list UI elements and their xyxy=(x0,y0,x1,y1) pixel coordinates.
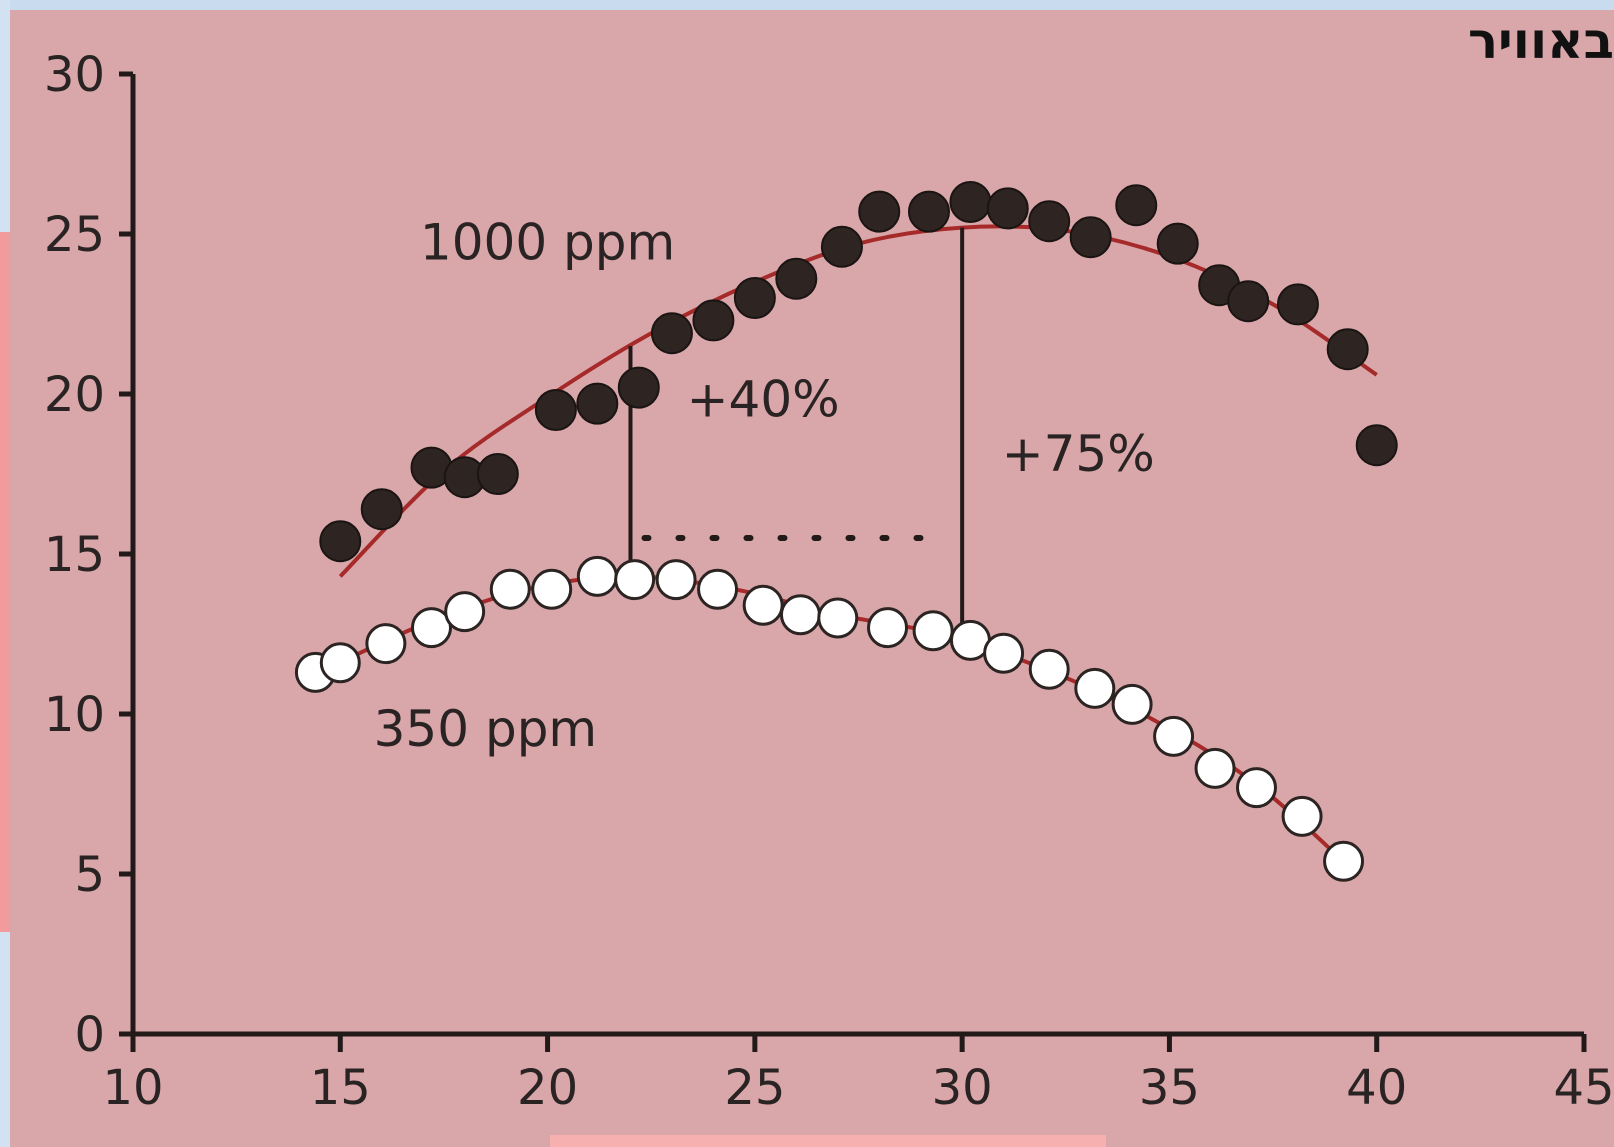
data-point-350ppm xyxy=(614,559,656,601)
data-point-1000ppm xyxy=(476,453,519,495)
data-point-1000ppm xyxy=(949,181,992,223)
data-point-350ppm xyxy=(410,607,452,649)
y-tick-label: 20 xyxy=(44,367,105,423)
corner-title: באוויר xyxy=(1467,12,1614,70)
data-point-350ppm xyxy=(1028,648,1070,690)
x-tick-label: 15 xyxy=(310,1060,371,1116)
tick-labels: 0 5 10 15 20 25 30 10 15 20 25 30 35 40 45 xyxy=(44,47,1614,1116)
x-tick-label: 10 xyxy=(102,1060,163,1116)
data-point-1000ppm xyxy=(1069,216,1112,259)
data-point-350ppm xyxy=(1323,840,1365,882)
data-point-1000ppm xyxy=(692,299,735,342)
data-point-350ppm xyxy=(867,607,909,649)
data-point-1000ppm xyxy=(986,187,1029,230)
data-point-1000ppm xyxy=(534,389,577,431)
x-tick-label: 30 xyxy=(932,1060,993,1116)
data-point-1000ppm xyxy=(820,225,863,268)
data-point-350ppm xyxy=(1111,683,1153,725)
y-tick-label: 0 xyxy=(74,1007,105,1063)
data-point-350ppm xyxy=(1074,667,1116,709)
chart-panel xyxy=(10,10,1614,1147)
data-point-350ppm xyxy=(489,568,531,610)
data-point-1000ppm xyxy=(907,190,950,233)
data-point-350ppm xyxy=(1153,715,1195,757)
data-point-350ppm xyxy=(697,568,739,610)
data-point-350ppm xyxy=(742,584,784,626)
y-tick-label: 5 xyxy=(74,847,105,903)
data-point-1000ppm xyxy=(360,488,403,531)
x-tick-label: 25 xyxy=(724,1060,785,1116)
window-top-edge xyxy=(0,0,1614,10)
data-point-1000ppm xyxy=(576,382,619,425)
data-point-350ppm xyxy=(912,610,954,652)
data-point-350ppm xyxy=(1281,795,1323,837)
data-point-350ppm xyxy=(444,591,486,633)
data-point-350ppm xyxy=(817,597,859,639)
x-tick-label: 45 xyxy=(1553,1060,1614,1116)
data-point-350ppm xyxy=(365,623,407,665)
data-point-350ppm xyxy=(983,632,1025,674)
data-point-1000ppm xyxy=(858,190,901,233)
data-points xyxy=(294,181,1398,882)
left-accent-strip xyxy=(0,232,10,932)
annotation-label: +75% xyxy=(1002,425,1155,483)
data-point-1000ppm xyxy=(775,257,818,300)
data-point-1000ppm xyxy=(319,520,362,563)
data-point-1000ppm xyxy=(1028,200,1071,243)
x-tick-label: 40 xyxy=(1346,1060,1407,1116)
data-point-1000ppm xyxy=(1115,184,1158,227)
y-tick-label: 15 xyxy=(44,527,105,583)
data-point-350ppm xyxy=(779,594,821,636)
axes xyxy=(119,71,1587,1052)
data-point-1000ppm xyxy=(1326,328,1369,371)
y-tick-label: 25 xyxy=(44,207,105,263)
annotations: 1000 ppm 350 ppm +40% +75% xyxy=(374,214,1155,758)
data-point-1000ppm xyxy=(1156,222,1199,265)
bottom-accent-strip xyxy=(550,1135,1106,1147)
data-point-1000ppm xyxy=(733,277,776,319)
annotation-label: 1000 ppm xyxy=(420,214,675,272)
annotation-label: 350 ppm xyxy=(374,700,598,758)
y-tick-label: 10 xyxy=(44,687,105,743)
data-point-350ppm xyxy=(1235,767,1277,809)
data-point-1000ppm xyxy=(617,366,660,409)
data-point-350ppm xyxy=(655,559,697,601)
data-point-1000ppm xyxy=(1276,283,1319,326)
data-point-350ppm xyxy=(531,568,573,610)
data-point-1000ppm xyxy=(650,312,693,355)
data-point-350ppm xyxy=(576,555,618,597)
data-point-1000ppm xyxy=(1355,424,1398,467)
x-tick-label: 35 xyxy=(1139,1060,1200,1116)
y-tick-label: 30 xyxy=(44,47,105,103)
data-point-1000ppm xyxy=(1227,280,1270,323)
data-point-350ppm xyxy=(1194,747,1236,789)
x-tick-label: 20 xyxy=(517,1060,578,1116)
annotation-label: +40% xyxy=(687,370,840,428)
data-point-350ppm xyxy=(319,642,361,684)
